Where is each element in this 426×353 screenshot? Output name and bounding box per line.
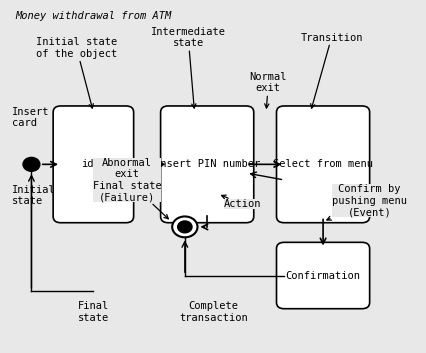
Text: Complete
transaction: Complete transaction bbox=[178, 301, 248, 323]
Text: Select from menu: Select from menu bbox=[273, 159, 372, 169]
Circle shape bbox=[172, 216, 197, 237]
FancyBboxPatch shape bbox=[160, 106, 253, 223]
Text: Insert
card: Insert card bbox=[12, 107, 49, 128]
Text: Normal
exit: Normal exit bbox=[249, 72, 286, 108]
FancyBboxPatch shape bbox=[53, 106, 133, 223]
Text: Intermediate
state: Intermediate state bbox=[150, 27, 225, 108]
Text: Final
state: Final state bbox=[78, 301, 109, 323]
Text: Transition: Transition bbox=[299, 32, 362, 108]
Text: Insert PIN number: Insert PIN number bbox=[154, 159, 260, 169]
Text: Confirmation: Confirmation bbox=[285, 270, 360, 281]
Circle shape bbox=[23, 157, 40, 171]
Text: Action: Action bbox=[221, 195, 261, 209]
Text: Initial
state: Initial state bbox=[12, 185, 56, 207]
FancyBboxPatch shape bbox=[276, 243, 369, 309]
Text: Initial state
of the object: Initial state of the object bbox=[36, 37, 117, 108]
Text: Abnormal
exit
Final state
(Failure): Abnormal exit Final state (Failure) bbox=[92, 157, 168, 219]
Circle shape bbox=[177, 221, 192, 233]
Text: Confirm by
pushing menu
(Event): Confirm by pushing menu (Event) bbox=[326, 184, 406, 220]
Text: Money withdrawal from ATM: Money withdrawal from ATM bbox=[15, 11, 171, 22]
Text: idle: idle bbox=[81, 159, 106, 169]
FancyBboxPatch shape bbox=[276, 106, 369, 223]
